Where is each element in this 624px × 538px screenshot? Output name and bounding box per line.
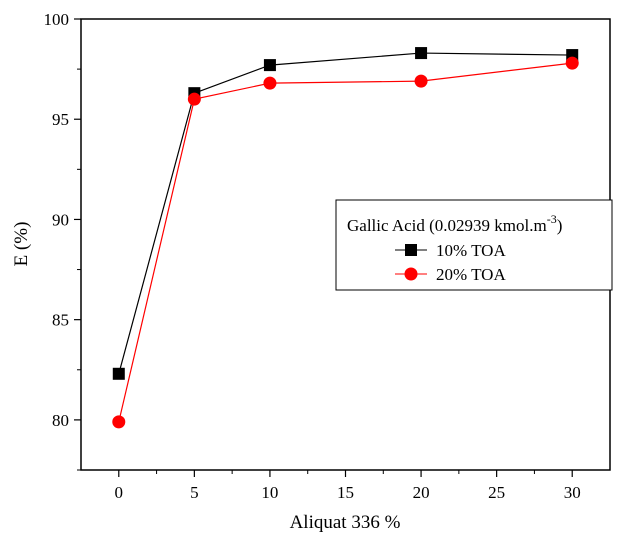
legend-entry-series-2: 20% TOA: [395, 265, 506, 284]
legend-label-series-1: 10% TOA: [436, 241, 506, 260]
x-axis-ticks: 0 5 10 15 20 25 30: [115, 470, 581, 502]
data-point-square: [112, 367, 125, 380]
data-point-circle: [112, 415, 126, 429]
legend-label-series-2: 20% TOA: [436, 265, 506, 284]
y-axis-title: E (%): [11, 222, 32, 267]
legend-marker-series-2: [404, 267, 418, 281]
x-tick-label: 15: [337, 483, 354, 502]
legend-title: Gallic Acid (0.02939 kmol.m-3): [347, 212, 562, 235]
y-tick-label: 85: [52, 311, 69, 330]
series-layer: [112, 47, 579, 429]
y-tick-label: 100: [44, 10, 70, 29]
x-tick-label: 5: [190, 483, 199, 502]
data-point-square: [415, 47, 428, 60]
x-tick-label: 10: [261, 483, 278, 502]
y-axis-ticks: 80 85 90 95 100: [44, 10, 81, 471]
data-point-circle: [565, 56, 579, 70]
legend-title-main: Gallic Acid (0.02939 kmol.m: [347, 216, 547, 235]
data-point-circle: [263, 76, 277, 90]
y-tick-label: 90: [52, 210, 69, 229]
x-tick-label: 20: [413, 483, 430, 502]
legend-title-close: ): [557, 216, 563, 235]
y-tick-label: 95: [52, 110, 69, 129]
legend-marker-series-1: [405, 244, 417, 256]
data-point-circle: [187, 92, 201, 106]
legend-box: [335, 199, 613, 291]
x-axis-title: Aliquat 336 %: [290, 512, 401, 533]
y-tick-label: 80: [52, 411, 69, 430]
data-point-circle: [414, 74, 428, 88]
series-2: [112, 56, 579, 429]
legend: Gallic Acid (0.02939 kmol.m-3) 10% TOA 2…: [335, 199, 613, 291]
x-tick-label: 30: [564, 483, 581, 502]
legend-title-superscript: -3: [547, 212, 557, 226]
data-point-square: [263, 59, 276, 72]
series-1: [112, 47, 579, 380]
x-tick-label: 25: [488, 483, 505, 502]
legend-entry-series-1: 10% TOA: [395, 241, 506, 260]
x-tick-label: 0: [115, 483, 124, 502]
